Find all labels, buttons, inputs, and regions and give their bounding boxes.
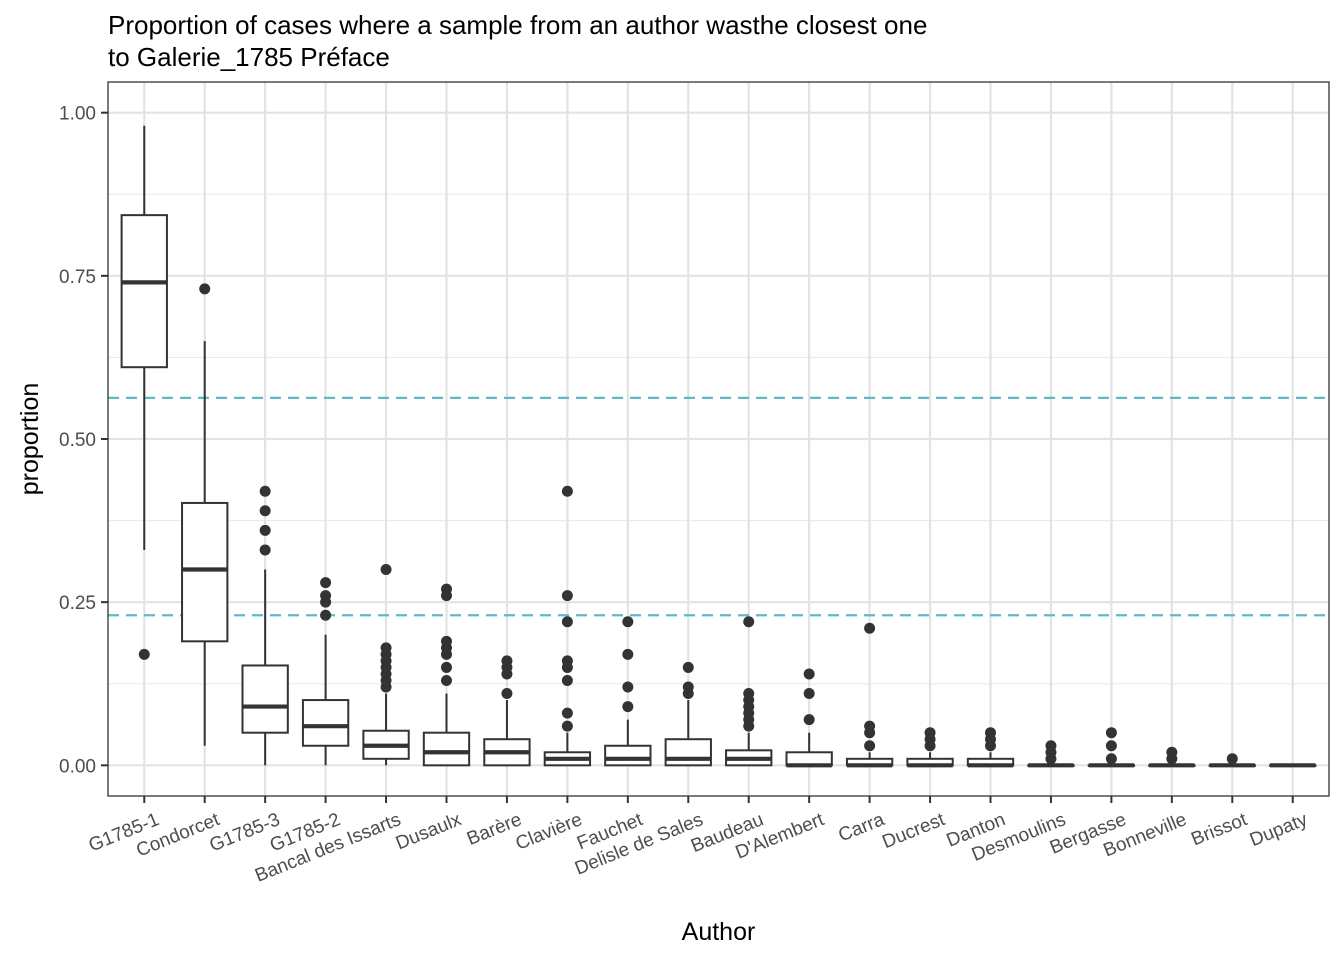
x-axis-title: Author bbox=[682, 918, 756, 946]
box-8 bbox=[604, 616, 652, 767]
outlier-point bbox=[380, 564, 392, 576]
x-tick-label: Clavière bbox=[513, 809, 585, 855]
outlier-point bbox=[622, 648, 634, 660]
outlier-point bbox=[561, 720, 573, 732]
outlier-point bbox=[259, 544, 271, 556]
box-iqr bbox=[181, 501, 229, 643]
y-axis: 0.00 0.25 0.50 0.75 1.00 bbox=[59, 104, 108, 777]
outlier-point bbox=[320, 577, 332, 589]
outlier-point bbox=[138, 648, 150, 660]
outlier-point bbox=[803, 714, 815, 726]
outlier-point bbox=[803, 688, 815, 700]
x-tick-label: Dupaty bbox=[1247, 809, 1311, 851]
outlier-point bbox=[864, 622, 876, 634]
reference-lines bbox=[108, 396, 1329, 617]
outlier-point bbox=[320, 609, 332, 621]
outlier-point bbox=[622, 681, 634, 693]
outlier-point bbox=[743, 688, 755, 700]
outlier-point bbox=[743, 616, 755, 628]
outlier-point bbox=[440, 635, 452, 647]
outlier-point bbox=[622, 701, 634, 713]
x-tick-label: Brissot bbox=[1188, 809, 1250, 850]
outlier-point bbox=[259, 524, 271, 536]
outlier-point bbox=[682, 681, 694, 693]
outlier-point bbox=[924, 727, 936, 739]
outlier-point bbox=[1045, 740, 1057, 752]
outlier-point bbox=[864, 720, 876, 732]
outlier-point bbox=[561, 674, 573, 686]
box-3 bbox=[301, 577, 350, 766]
outlier-point bbox=[1105, 740, 1117, 752]
outlier-point bbox=[380, 642, 392, 654]
outlier-point bbox=[501, 688, 513, 700]
box-0 bbox=[120, 125, 168, 660]
outlier-point bbox=[1105, 727, 1117, 739]
box-4 bbox=[362, 564, 410, 766]
y-tick-label: 0.50 bbox=[59, 430, 96, 451]
box-12 bbox=[845, 622, 894, 768]
box-19 bbox=[1269, 763, 1317, 768]
box-11 bbox=[785, 668, 833, 768]
outlier-point bbox=[259, 485, 271, 497]
box-iqr bbox=[241, 664, 289, 734]
outlier-point bbox=[561, 655, 573, 667]
outlier-point bbox=[440, 583, 452, 595]
outlier-point bbox=[199, 283, 211, 295]
grid bbox=[108, 82, 1329, 796]
outlier-point bbox=[320, 590, 332, 602]
chart-title-line-2: to Galerie_1785 Préface bbox=[108, 42, 390, 72]
y-tick-label: 0.00 bbox=[59, 756, 96, 777]
outlier-point bbox=[561, 707, 573, 719]
box-16 bbox=[1087, 727, 1136, 768]
outlier-point bbox=[803, 668, 815, 680]
y-tick-label: 0.25 bbox=[59, 593, 96, 614]
x-tick-label: Carra bbox=[836, 809, 888, 846]
outlier-point bbox=[682, 661, 694, 673]
y-tick-label: 1.00 bbox=[59, 104, 96, 125]
box-17 bbox=[1148, 746, 1196, 768]
box-5 bbox=[422, 583, 471, 767]
outlier-point bbox=[440, 661, 452, 673]
x-tick-label: Dusaulx bbox=[393, 809, 465, 854]
outlier-point bbox=[561, 616, 573, 628]
box-13 bbox=[906, 727, 954, 768]
outlier-point bbox=[259, 505, 271, 517]
box-14 bbox=[966, 727, 1015, 768]
outlier-point bbox=[501, 655, 513, 667]
outlier-point bbox=[440, 674, 452, 686]
outlier-point bbox=[1166, 746, 1178, 758]
y-tick-label: 0.75 bbox=[59, 267, 96, 288]
box-iqr bbox=[422, 731, 471, 767]
box-7 bbox=[543, 485, 592, 767]
outlier-point bbox=[622, 616, 634, 628]
box-iqr bbox=[120, 214, 168, 369]
box-9 bbox=[664, 661, 712, 767]
box-6 bbox=[483, 655, 531, 767]
outlier-point bbox=[1226, 753, 1238, 765]
outlier-point bbox=[985, 727, 997, 739]
box-iqr bbox=[604, 744, 652, 767]
outlier-point bbox=[864, 740, 876, 752]
outlier-point bbox=[561, 485, 573, 497]
y-axis-title: proportion bbox=[16, 383, 44, 496]
box-10 bbox=[725, 616, 773, 767]
box-15 bbox=[1027, 740, 1075, 768]
boxes bbox=[120, 125, 1317, 768]
x-tick-label: Ducrest bbox=[879, 809, 948, 853]
box-1 bbox=[181, 283, 229, 746]
box-18 bbox=[1208, 753, 1256, 768]
box-iqr bbox=[301, 699, 350, 747]
chart-title-line-1: Proportion of cases where a sample from … bbox=[108, 10, 928, 40]
outlier-point bbox=[561, 590, 573, 602]
box-iqr bbox=[664, 738, 712, 767]
outlier-point bbox=[1105, 753, 1117, 765]
box-2 bbox=[241, 485, 289, 766]
